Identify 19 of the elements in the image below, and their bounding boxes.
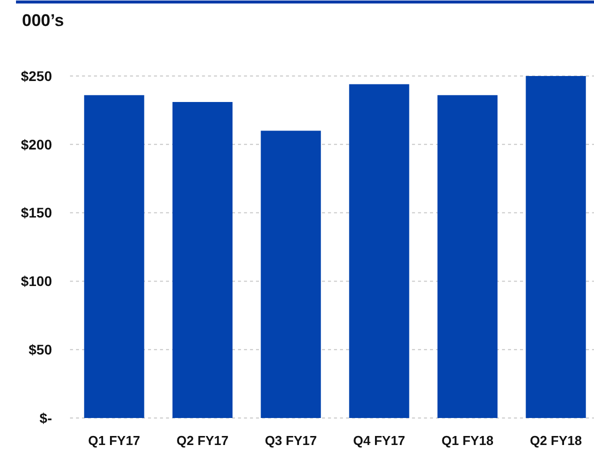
x-tick-label: Q1 FY18 — [441, 433, 494, 448]
y-tick-label: $- — [40, 410, 52, 426]
bar — [437, 95, 498, 418]
x-tick-label: Q2 FY18 — [530, 433, 582, 448]
x-tick-label: Q2 FY17 — [176, 433, 229, 448]
y-tick-label: $250 — [20, 68, 52, 84]
y-tick-label: $100 — [20, 273, 52, 290]
bar — [260, 130, 321, 418]
y-tick-label: $50 — [28, 342, 52, 358]
x-tick-label: Q1 FY17 — [88, 433, 140, 448]
y-axis-title: 000’s — [22, 11, 64, 30]
bar — [349, 84, 410, 418]
bar — [84, 95, 144, 418]
x-tick-label: Q3 FY17 — [264, 433, 317, 448]
y-tick-label: $200 — [20, 136, 52, 152]
bar — [172, 102, 233, 418]
x-tick-label: Q4 FY17 — [353, 433, 406, 448]
bar — [526, 76, 586, 418]
y-tick-label: $150 — [20, 204, 52, 221]
